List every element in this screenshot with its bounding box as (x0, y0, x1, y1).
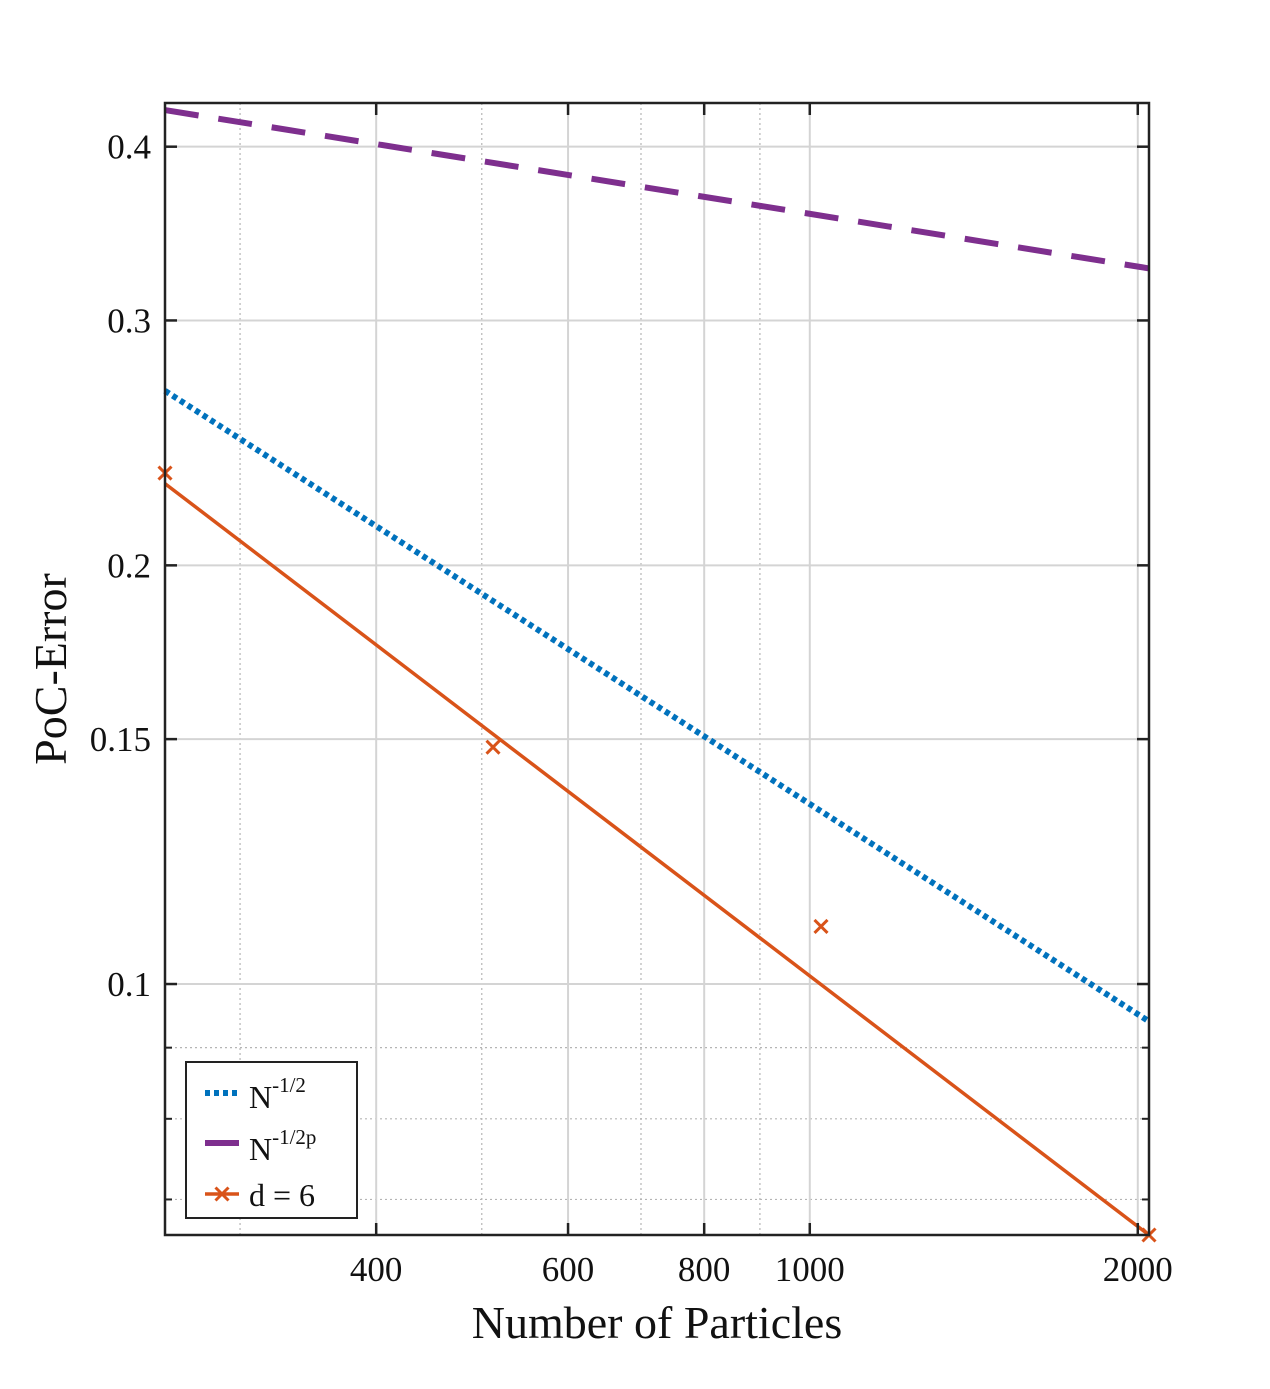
legend-label-1: N-1/2p (249, 1125, 316, 1167)
x-marker-stroke (214, 1186, 230, 1202)
series-line-dotted (163, 388, 1151, 1024)
minor-gridlines (165, 103, 1149, 1235)
legend-marker (214, 1186, 230, 1202)
x-tick-label: 800 (678, 1250, 731, 1289)
x-tick-label: 400 (350, 1250, 403, 1289)
plot-area (165, 103, 1149, 1235)
x-tick-label: 1000 (775, 1250, 845, 1289)
legend-entry-2: d = 6 (205, 1177, 315, 1213)
x-marker-stroke (485, 739, 501, 755)
y-tick-label: 0.1 (107, 965, 151, 1004)
legend-x-marker-icon (214, 1186, 230, 1202)
major-gridlines (165, 103, 1149, 1235)
x-marker-stroke (813, 918, 829, 935)
y-tick-labels: 0.1 0.15 0.2 0.3 0.4 (90, 128, 151, 1004)
y-tick-label: 0.4 (107, 128, 151, 167)
x-axis-title: Number of Particles (472, 1297, 842, 1348)
series-line-solid (163, 482, 1151, 1237)
tick-marks (165, 103, 1149, 1235)
y-tick-label: 0.2 (107, 546, 151, 585)
x-tick-label: 2000 (1103, 1250, 1173, 1289)
legend-entry-1: N-1/2p (205, 1125, 316, 1167)
y-tick-label: 0.3 (107, 301, 151, 340)
legend-entry-0: N-1/2 (205, 1073, 306, 1115)
x-tick-labels: 400 600 800 1000 2000 (350, 1250, 1173, 1289)
series-line-dashed (164, 107, 1150, 272)
x-tick-label: 600 (542, 1250, 595, 1289)
data-point-marker (485, 739, 501, 755)
plot-frame (163, 101, 1151, 1237)
y-axis-title: PoC-Error (25, 573, 76, 765)
legend-label-2: d = 6 (249, 1177, 315, 1213)
data-point-marker (813, 918, 829, 935)
legend-label-0: N-1/2 (249, 1073, 306, 1115)
legend: N-1/2 N-1/2p d = 6 (185, 1061, 358, 1219)
y-tick-label: 0.15 (90, 720, 151, 759)
series-layer (157, 107, 1157, 1243)
